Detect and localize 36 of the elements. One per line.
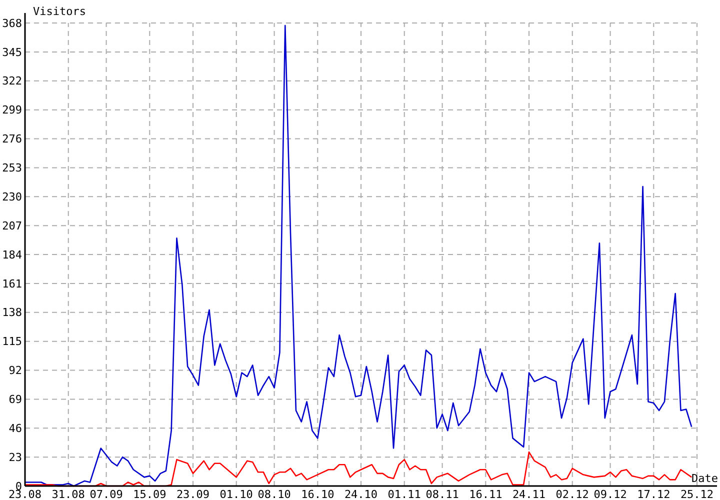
- y-tick-label: 92: [8, 364, 22, 378]
- y-tick-label: 69: [8, 393, 22, 406]
- y-tick-label: 322: [2, 74, 22, 88]
- y-tick-label: 138: [2, 306, 22, 320]
- x-tick-label: 24.10: [344, 488, 378, 500]
- x-tick-label: 08.11: [426, 488, 459, 500]
- x-tick-label: 15.09: [133, 488, 166, 500]
- x-tick-label: 09.12: [594, 488, 627, 500]
- x-tick-label: 16.11: [469, 488, 502, 500]
- line-series: [24, 24, 692, 487]
- y-tick-label: 23: [8, 450, 22, 464]
- y-tick-label: 184: [2, 248, 22, 262]
- y-tick-label: 345: [2, 46, 22, 59]
- line-series: [24, 451, 692, 487]
- x-tick-label: 23.09: [176, 488, 210, 500]
- y-tick-label: 276: [2, 132, 22, 146]
- x-tick-label: 25.12: [680, 488, 714, 500]
- x-tick-label: 31.08: [52, 488, 85, 500]
- y-tick-label: 299: [2, 104, 22, 117]
- y-tick-label: 207: [2, 219, 22, 232]
- x-tick-label: 08.10: [258, 488, 291, 500]
- x-axis-title: Date: [692, 472, 718, 485]
- y-tick-label: 253: [2, 162, 22, 175]
- y-tick-label: 115: [2, 335, 22, 348]
- y-tick-label: 230: [2, 190, 22, 204]
- x-tick-label: 24.11: [512, 488, 546, 500]
- x-tick-label: 01.10: [220, 488, 253, 500]
- x-tick-label: 16.10: [301, 488, 334, 500]
- x-tick-label: 07.09: [90, 488, 123, 500]
- y-tick-label: 161: [2, 277, 22, 290]
- x-tick-label: 02.12: [556, 488, 589, 500]
- x-tick-label: 01.11: [388, 488, 421, 500]
- y-tick-label: 368: [2, 16, 22, 30]
- y-axis-title: Visitors: [33, 5, 86, 18]
- y-tick-label: 46: [8, 422, 22, 435]
- x-tick-label: 17.12: [637, 488, 670, 500]
